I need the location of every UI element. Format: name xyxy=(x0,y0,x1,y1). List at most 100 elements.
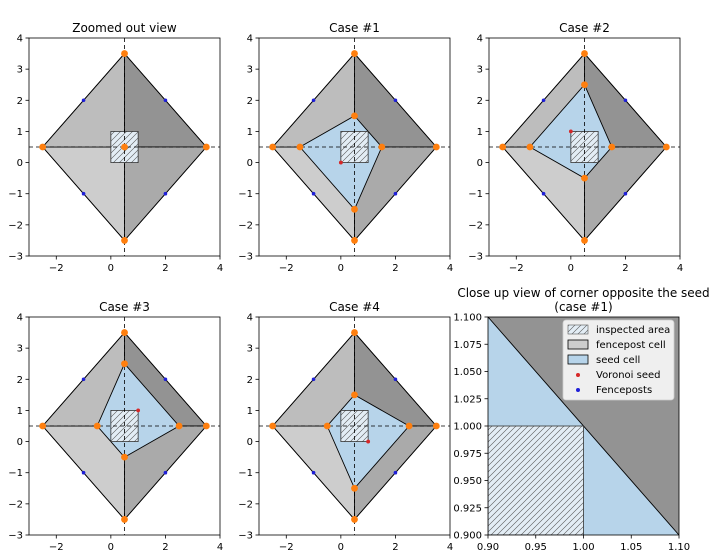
cell-vertex-point xyxy=(608,143,616,151)
y-tick-label: −3 xyxy=(238,531,253,542)
x-tick-label: 0 xyxy=(338,542,344,553)
hatch-layer xyxy=(488,425,584,535)
fencepost-point xyxy=(311,470,316,475)
fencepost-point xyxy=(623,191,628,196)
cell-vertex-point xyxy=(269,143,277,151)
panel-zoomed-out: Zoomed out view −2 0 2 4 −3 −2 −1 0 1 2 3 4 xyxy=(8,21,223,274)
y-tick-label: 1 xyxy=(17,406,23,417)
fencepost-point xyxy=(163,98,168,103)
y-tick-label: 1.050 xyxy=(453,367,482,378)
y-tick-label: 4 xyxy=(247,313,253,324)
y-tick-label: −1 xyxy=(8,468,23,479)
cell-vertex-point xyxy=(269,422,277,430)
point-layer xyxy=(39,50,210,244)
fencepost-point xyxy=(163,191,168,196)
legend-marker-fenceposts xyxy=(576,388,580,392)
y-tick-label: 0.900 xyxy=(453,531,482,542)
x-tick-label: 1.10 xyxy=(668,542,690,553)
y-tick-label: 3 xyxy=(247,65,253,76)
y-tick-label: 2 xyxy=(477,96,483,107)
cell-vertex-point xyxy=(121,237,128,244)
y-tick-label: 4 xyxy=(247,34,253,45)
cell-vertex-point xyxy=(432,143,440,151)
legend-swatch-fencepost-cell xyxy=(567,339,589,350)
x-tick-label: 0.90 xyxy=(477,542,499,553)
panel-title: Case #3 xyxy=(99,300,150,314)
cell-vertex-point xyxy=(121,453,128,461)
panel-title: Case #4 xyxy=(329,300,380,314)
y-tick-label: −3 xyxy=(468,252,483,263)
fencepost-point xyxy=(81,377,86,382)
x-tick-label: 2 xyxy=(162,263,168,274)
voronoi-seed-point xyxy=(568,129,573,134)
cell-vertex-point xyxy=(175,422,183,430)
cell-vertex-point xyxy=(581,237,588,244)
axes-frame xyxy=(488,37,681,257)
fencepost-point xyxy=(393,470,398,475)
fencepost-point xyxy=(311,98,316,103)
x-tick-label: 4 xyxy=(677,263,683,274)
cell-vertex-point xyxy=(121,360,128,368)
y-tick-label: 3 xyxy=(477,65,483,76)
y-tick-label: −2 xyxy=(8,499,23,510)
fencepost-point xyxy=(311,191,316,196)
y-tick-label: 1 xyxy=(17,127,23,138)
cell-vertex-point xyxy=(581,81,588,89)
cell-vertex-point xyxy=(93,422,101,430)
panel-title: Case #2 xyxy=(559,21,610,35)
cell-vertex-point xyxy=(662,143,670,151)
y-tick-label: 0.950 xyxy=(453,476,482,487)
cell-vertex-point xyxy=(432,422,440,430)
panel-case-4: Case #4 −2 0 2 4 −3 −2 −1 0 1 2 3 4 xyxy=(238,300,453,553)
axis-line-layer xyxy=(489,38,680,256)
cell-vertex-point xyxy=(202,143,210,151)
axes-frame xyxy=(258,37,451,257)
legend-marker-voronoi-seed xyxy=(576,373,580,377)
y-tick-label: −3 xyxy=(238,252,253,263)
x-tick-label: 2 xyxy=(162,542,168,553)
fencepost-point xyxy=(163,377,168,382)
fencepost-point xyxy=(393,191,398,196)
y-tick-label: 3 xyxy=(17,344,23,355)
y-tick-label: 0 xyxy=(247,158,253,169)
fencepost-point xyxy=(81,191,86,196)
y-tick-label: 3 xyxy=(17,65,23,76)
legend-swatch-inspected-area xyxy=(567,324,589,335)
x-tick-label: 4 xyxy=(217,263,223,274)
cell-vertex-point xyxy=(581,50,588,57)
cell-vertex-point xyxy=(39,143,47,151)
point-layer xyxy=(39,329,210,523)
x-tick-label: −2 xyxy=(49,263,64,274)
axes-frame xyxy=(258,316,451,536)
x-tick-label: −2 xyxy=(279,542,294,553)
legend-label-fencepost-cell: fencepost cell xyxy=(596,340,666,351)
y-tick-label: −1 xyxy=(238,468,253,479)
fencepost-point xyxy=(311,377,316,382)
point-layer xyxy=(269,329,440,523)
x-tick-label: 4 xyxy=(217,542,223,553)
cell-vertex-point xyxy=(351,50,358,57)
y-tick-label: −1 xyxy=(468,189,483,200)
fencepost-point xyxy=(163,470,168,475)
x-tick-label: −2 xyxy=(509,263,524,274)
tick-layer: −2 0 2 4 −3 −2 −1 0 1 2 3 4 xyxy=(238,313,453,554)
y-tick-label: −1 xyxy=(8,189,23,200)
tick-layer: −2 0 2 4 −3 −2 −1 0 1 2 3 4 xyxy=(238,34,453,275)
fencepost-point xyxy=(393,98,398,103)
x-tick-label: 2 xyxy=(392,263,398,274)
x-tick-label: 4 xyxy=(447,542,453,553)
cell-vertex-point xyxy=(296,143,304,151)
x-tick-label: 1.05 xyxy=(620,542,642,553)
cell-vertex-point xyxy=(351,237,358,244)
voronoi-seed-point xyxy=(136,408,141,413)
cell-vertex-point xyxy=(351,484,358,492)
panel-subtitle: (case #1) xyxy=(554,300,612,314)
axes-frame xyxy=(28,316,221,536)
x-tick-label: 1.00 xyxy=(572,542,594,553)
fencepost-point xyxy=(623,98,628,103)
panel-close-up: Close up view of corner opposite the see… xyxy=(453,286,709,553)
voronoi-seed-point xyxy=(366,439,371,444)
y-tick-label: 0.925 xyxy=(453,503,482,514)
legend-box xyxy=(562,319,675,401)
